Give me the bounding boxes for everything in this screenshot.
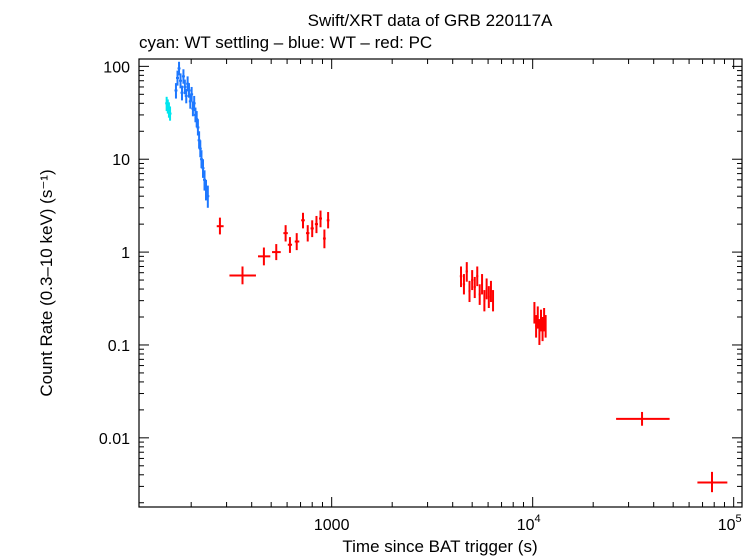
y-tick-label: 0.01	[99, 431, 130, 448]
data-point	[489, 280, 492, 303]
data-point	[314, 215, 319, 234]
data-point	[483, 290, 486, 312]
data-point	[301, 212, 305, 229]
data-point	[179, 73, 183, 89]
data-point	[305, 225, 310, 242]
data-point	[283, 225, 288, 242]
x-axis-label: Time since BAT trigger (s)	[342, 537, 537, 556]
data-point	[326, 212, 330, 229]
data-point	[487, 286, 490, 309]
data-point	[538, 319, 541, 345]
data-point	[287, 237, 293, 253]
series-wt-settling	[165, 96, 172, 121]
data-point	[533, 302, 536, 324]
data-point	[473, 276, 476, 299]
data-point	[459, 266, 463, 288]
data-point	[481, 274, 484, 295]
x-tick-label: 105	[718, 513, 742, 534]
y-axis-label: Count Rate (0.3–10 keV) (s⁻¹)	[37, 169, 56, 396]
axes: 1000 104 105 100 10 1 0.1 0.01	[99, 59, 742, 534]
data-point	[184, 89, 188, 104]
data-point	[258, 247, 271, 266]
x-tick-exponent: 4	[535, 513, 541, 525]
y-tick-label: 100	[103, 59, 130, 76]
data-point	[478, 284, 481, 305]
data-point	[319, 210, 322, 228]
data-point	[180, 85, 184, 101]
series-pc	[216, 210, 728, 493]
plot-area	[165, 61, 728, 493]
data-point	[471, 270, 474, 291]
data-point	[541, 317, 544, 342]
data-point	[206, 185, 210, 208]
x-tick-label: 104	[517, 513, 541, 534]
data-point	[462, 274, 466, 295]
data-point	[177, 61, 181, 76]
data-point	[201, 159, 205, 178]
data-point	[485, 278, 488, 300]
data-point	[310, 220, 314, 238]
data-point	[544, 315, 547, 338]
data-point	[187, 83, 191, 98]
data-point	[176, 70, 180, 86]
x-tick-exponent: 5	[736, 513, 742, 525]
data-point	[174, 83, 178, 99]
data-point	[190, 86, 194, 102]
data-point	[196, 119, 200, 136]
chart-subtitle: cyan: WT settling – blue: WT – red: PC	[139, 33, 432, 52]
series-wt	[174, 61, 210, 208]
data-point	[294, 233, 300, 251]
data-point	[229, 266, 256, 285]
data-point	[543, 308, 546, 332]
data-point	[198, 140, 202, 158]
y-tick-label: 10	[112, 152, 130, 169]
data-point	[322, 229, 326, 249]
data-point	[535, 315, 538, 338]
data-point	[468, 280, 471, 303]
data-point	[492, 290, 495, 312]
data-point	[465, 262, 468, 282]
data-point	[540, 309, 542, 332]
x-tick-label: 1000	[314, 517, 350, 534]
data-point	[272, 244, 281, 261]
data-point	[697, 471, 728, 493]
data-point	[616, 411, 670, 426]
y-tick-label: 1	[121, 245, 130, 262]
chart-title: Swift/XRT data of GRB 220117A	[308, 11, 553, 30]
data-point	[192, 95, 196, 112]
data-point	[536, 306, 539, 329]
data-point	[183, 79, 187, 95]
data-point	[476, 266, 479, 287]
plot-frame	[138, 58, 743, 508]
y-tick-label: 0.1	[108, 338, 130, 355]
data-point	[181, 69, 185, 84]
data-point	[168, 106, 172, 121]
data-point	[216, 217, 224, 235]
